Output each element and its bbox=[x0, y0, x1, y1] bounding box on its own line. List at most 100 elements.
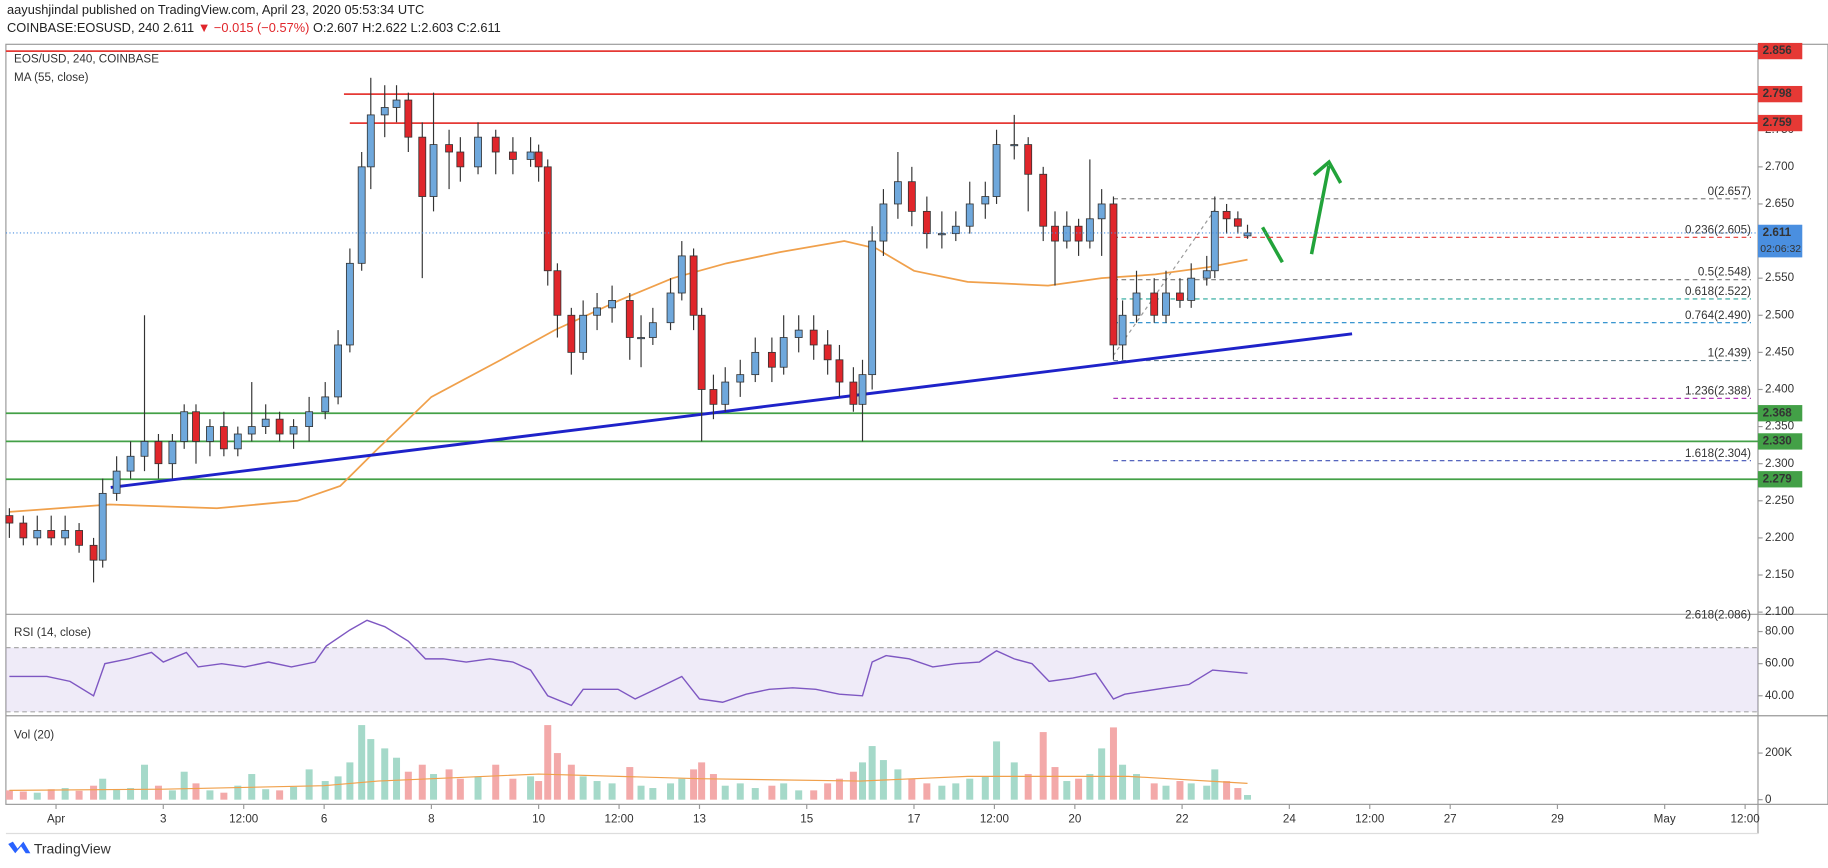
candle-body bbox=[893, 181, 902, 205]
brand: TradingView bbox=[34, 841, 112, 857]
y-tick-label: 2.700 bbox=[1765, 160, 1795, 173]
level-label: 2.798 bbox=[1763, 87, 1793, 100]
volume-bar bbox=[127, 788, 135, 800]
candle-body bbox=[1010, 144, 1019, 147]
volume-bar bbox=[1234, 788, 1242, 800]
volume-bar bbox=[346, 762, 354, 800]
candle-body bbox=[858, 374, 867, 405]
volume-bar bbox=[637, 785, 645, 800]
candle-body bbox=[1132, 292, 1141, 316]
y-tick-label: 40.00 bbox=[1765, 689, 1795, 702]
x-tick-label: Apr bbox=[47, 813, 65, 826]
y-tick-label: 200K bbox=[1765, 746, 1792, 759]
fib-label: 0.236(2.605) bbox=[1685, 223, 1751, 236]
x-tick-label: 17 bbox=[908, 813, 921, 826]
volume-bar bbox=[220, 792, 228, 800]
volume-bar bbox=[1024, 774, 1032, 800]
volume-bar bbox=[234, 785, 242, 800]
candle-body bbox=[823, 344, 832, 361]
volume-bar bbox=[868, 746, 876, 800]
candle-body bbox=[1051, 225, 1059, 242]
candle-body bbox=[835, 359, 844, 383]
volume-bar bbox=[1098, 748, 1106, 800]
candle-body bbox=[380, 107, 389, 116]
candle-body bbox=[429, 144, 438, 197]
volume-bar bbox=[649, 788, 657, 800]
volume-bar bbox=[923, 783, 931, 800]
candle-body bbox=[907, 181, 916, 212]
volume-bar bbox=[154, 785, 162, 800]
candle-body bbox=[89, 544, 98, 561]
candle-body bbox=[1162, 292, 1170, 316]
volume-bar bbox=[1039, 732, 1047, 800]
candle-body bbox=[721, 381, 730, 405]
volume-bar bbox=[1162, 785, 1170, 800]
x-tick-label: 12:00 bbox=[229, 813, 259, 826]
y-tick-label: 60.00 bbox=[1765, 657, 1795, 670]
volume-bar bbox=[418, 764, 426, 800]
volume-bar bbox=[276, 790, 284, 800]
candle-body bbox=[247, 426, 256, 435]
y-tick-label: 2.450 bbox=[1765, 345, 1795, 358]
x-tick-label: 12:00 bbox=[1355, 813, 1385, 826]
volume-bar bbox=[19, 791, 27, 800]
volume-bar bbox=[430, 774, 438, 800]
candle-body bbox=[937, 233, 946, 236]
volume-bar bbox=[5, 790, 13, 800]
price-label: 2.611 bbox=[1763, 226, 1792, 239]
candle-body bbox=[736, 374, 745, 383]
volume-bar bbox=[1244, 795, 1252, 800]
candle-body bbox=[140, 441, 149, 457]
candle-body bbox=[5, 515, 14, 524]
candle-body bbox=[526, 151, 535, 160]
volume-bar bbox=[168, 790, 176, 800]
volume-bar bbox=[404, 771, 412, 800]
volume-bar bbox=[1063, 781, 1071, 800]
candle-body bbox=[392, 99, 401, 108]
candle-body bbox=[794, 329, 803, 338]
level-badge bbox=[1757, 42, 1803, 60]
volume-bar bbox=[456, 778, 464, 800]
candle-body bbox=[809, 329, 818, 346]
y-tick-label: 80.00 bbox=[1765, 625, 1795, 638]
candle-body bbox=[1233, 218, 1242, 227]
volume-bar bbox=[1109, 727, 1117, 800]
volume-bar bbox=[305, 769, 313, 800]
y-tick-label: 0 bbox=[1765, 793, 1772, 806]
candle-body bbox=[261, 418, 270, 427]
fib-trend bbox=[1112, 209, 1216, 356]
level-label: 2.330 bbox=[1763, 435, 1792, 448]
countdown: 02:06:32 bbox=[1760, 244, 1801, 255]
volume-bar bbox=[780, 783, 788, 800]
y-tick-label: 2.550 bbox=[1765, 271, 1795, 284]
volume-bar bbox=[474, 776, 482, 800]
candle-body bbox=[543, 166, 552, 272]
candle-body bbox=[33, 530, 42, 539]
volume-bar bbox=[75, 790, 83, 800]
y-tick-label: 2.150 bbox=[1765, 568, 1795, 581]
candle-body bbox=[677, 255, 686, 294]
volume-bar bbox=[608, 783, 616, 800]
candle-body bbox=[321, 396, 330, 413]
candle-body bbox=[474, 136, 482, 168]
level-label: 2.279 bbox=[1763, 472, 1793, 485]
candle-body bbox=[19, 522, 28, 539]
volume-bar bbox=[290, 786, 298, 800]
arrow-drawing bbox=[1309, 159, 1343, 255]
candle-body bbox=[709, 389, 718, 405]
x-tick-label: 3 bbox=[160, 813, 166, 826]
y-tick-label: 2.200 bbox=[1765, 531, 1795, 544]
candle-body bbox=[1109, 203, 1118, 346]
level-badge bbox=[1757, 471, 1803, 488]
fib-label: 2.618(2.086) bbox=[1685, 609, 1751, 622]
volume-bar bbox=[527, 776, 535, 800]
volume-bar bbox=[690, 769, 698, 800]
publisher: aayushjindal published on TradingView.co… bbox=[7, 2, 424, 17]
change: ▼ −0.015 (−0.57%) bbox=[198, 21, 310, 36]
y-tick-label: 2.100 bbox=[1765, 605, 1795, 618]
candle-body bbox=[1024, 144, 1033, 175]
x-tick-label: 24 bbox=[1283, 813, 1296, 826]
rsi-line bbox=[9, 619, 1248, 707]
legend-rsi: RSI (14, close) bbox=[14, 626, 91, 639]
